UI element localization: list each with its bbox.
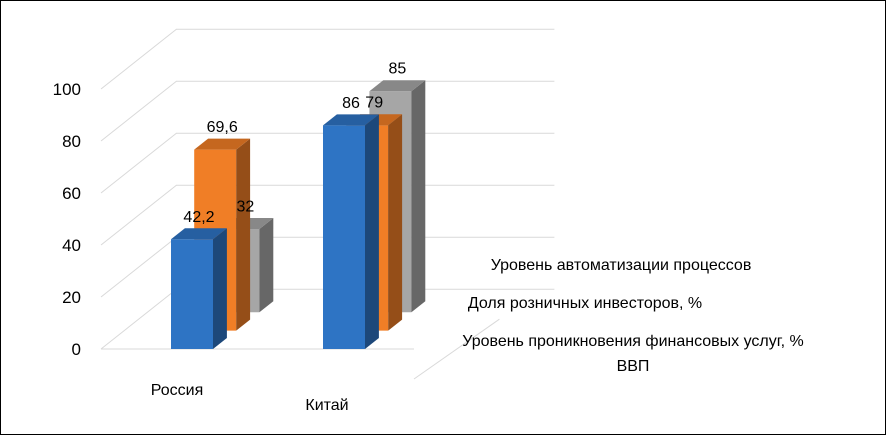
y-axis-ticks: 0 20 40 60 80 100 [53, 80, 81, 359]
bar-side [388, 114, 403, 331]
series-label: ВВП [617, 358, 650, 375]
y-tick-label: 100 [53, 80, 81, 99]
y-tick-label: 40 [62, 236, 81, 255]
bar-top [369, 80, 426, 92]
bar-side [236, 138, 251, 331]
value-label: 86 [342, 95, 360, 112]
bar-side [213, 228, 227, 349]
value-label: 32 [237, 199, 255, 216]
series-label: Уровень проникновения финансовых услуг, … [462, 333, 804, 350]
floor-side-edge [413, 318, 500, 380]
value-label: 69,6 [207, 119, 238, 136]
bar-side [411, 80, 426, 313]
category-labels: Россия Китай [151, 382, 349, 414]
value-label: 79 [365, 95, 383, 112]
bar-top [323, 114, 379, 126]
gridline [100, 80, 555, 142]
bar-top [194, 138, 251, 150]
gridlines [100, 28, 555, 380]
category-label: Китай [305, 397, 348, 414]
bar-top [171, 228, 227, 240]
y-tick-label: 0 [72, 340, 81, 359]
bars [171, 80, 426, 350]
bar-side [259, 218, 274, 313]
bar-front [323, 125, 365, 350]
value-label: 42,2 [183, 209, 214, 226]
bar-side [365, 114, 379, 350]
bar-front [171, 239, 213, 349]
gridline [100, 184, 555, 246]
bar [323, 114, 379, 350]
series-labels: Уровень проникновения финансовых услуг, … [462, 257, 804, 375]
gridline [100, 28, 555, 90]
category-label: Россия [151, 382, 203, 399]
bar [171, 228, 227, 349]
gridline [100, 132, 555, 194]
y-tick-label: 20 [62, 288, 81, 307]
series-label: Доля розничных инвесторов, % [468, 295, 702, 312]
y-tick-label: 80 [62, 132, 81, 151]
value-label: 85 [389, 61, 407, 78]
series-label: Уровень автоматизации процессов [491, 257, 752, 274]
value-labels: 32 85 69,6 79 42,2 86 [183, 61, 406, 226]
y-tick-label: 60 [62, 184, 81, 203]
